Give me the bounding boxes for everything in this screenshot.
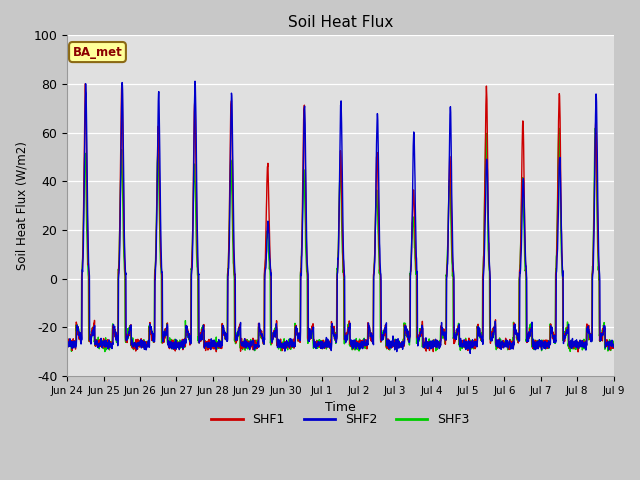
Line: SHF2: SHF2 (67, 81, 614, 353)
SHF3 (356, 342, 364, 348)
Text: BA_met: BA_met (72, 46, 122, 59)
SHF3 (555, 125, 563, 131)
SHF1 (500, 344, 508, 349)
X-axis label: Time: Time (325, 401, 356, 414)
SHF1 (356, 337, 364, 343)
Line: SHF3: SHF3 (67, 128, 614, 352)
SHF1 (81, 81, 89, 86)
SHF3 (610, 338, 618, 344)
SHF1 (216, 341, 223, 347)
SHF1 (369, 339, 376, 345)
SHF3 (577, 344, 585, 349)
SHF2 (191, 78, 199, 84)
Title: Soil Heat Flux: Soil Heat Flux (288, 15, 393, 30)
Y-axis label: Soil Heat Flux (W/m2): Soil Heat Flux (W/m2) (15, 141, 28, 270)
SHF1 (63, 337, 71, 343)
SHF3 (63, 340, 71, 346)
SHF2 (500, 345, 508, 351)
SHF3 (369, 339, 376, 345)
SHF2 (610, 342, 618, 348)
SHF1 (610, 345, 618, 351)
Legend: SHF1, SHF2, SHF3: SHF1, SHF2, SHF3 (206, 408, 475, 431)
SHF2 (467, 350, 474, 356)
Line: SHF1: SHF1 (67, 84, 614, 352)
SHF1 (562, 332, 570, 338)
SHF2 (63, 344, 71, 349)
SHF2 (577, 344, 585, 349)
SHF2 (369, 337, 376, 343)
SHF2 (216, 338, 223, 344)
SHF2 (562, 332, 570, 338)
SHF2 (356, 340, 364, 346)
SHF1 (577, 340, 585, 346)
SHF3 (500, 343, 508, 349)
SHF3 (562, 325, 570, 331)
SHF3 (101, 349, 109, 355)
SHF1 (574, 349, 582, 355)
SHF3 (216, 341, 223, 347)
